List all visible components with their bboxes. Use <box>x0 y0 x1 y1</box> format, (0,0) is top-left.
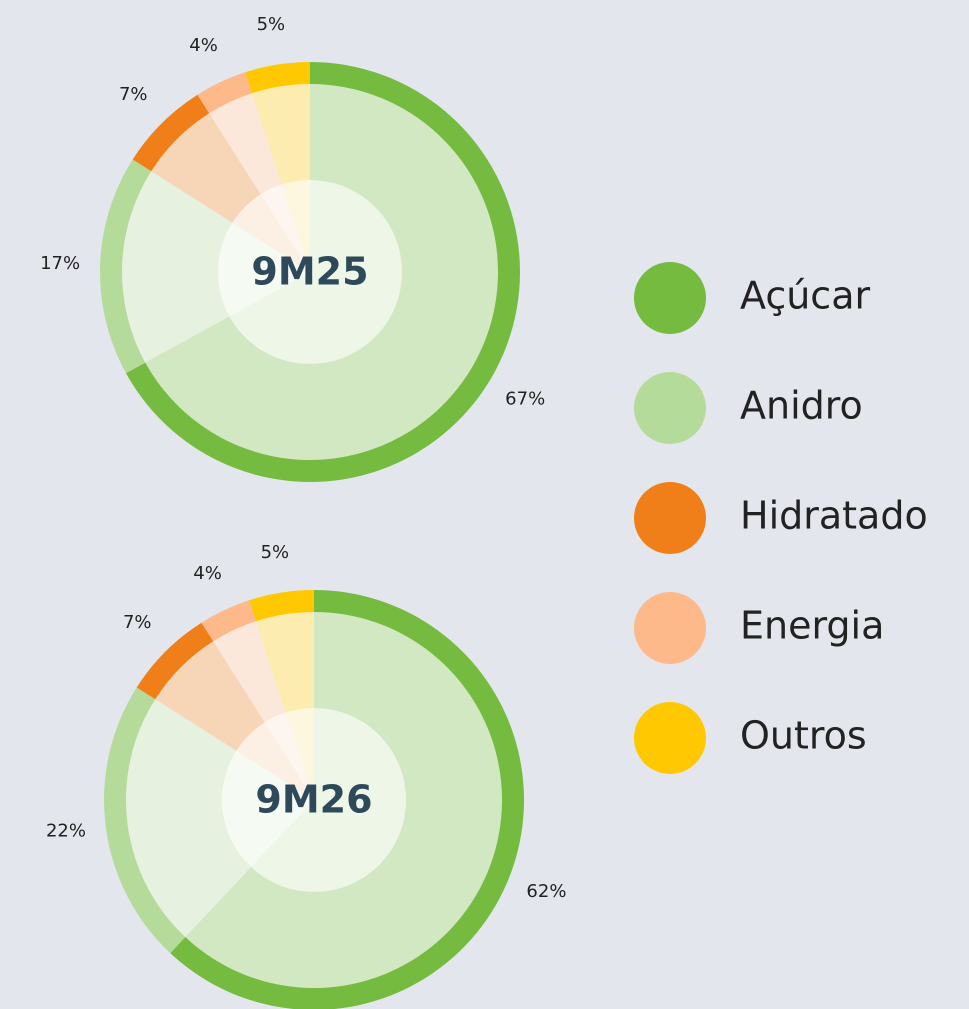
value-label: 17% <box>40 253 80 274</box>
value-label: 67% <box>505 388 545 409</box>
legend-label: Anidro <box>740 384 863 428</box>
center-label: 9M25 <box>251 250 368 294</box>
ring-segment <box>249 590 314 622</box>
ring-segment <box>103 687 186 954</box>
value-label: 7% <box>123 612 152 633</box>
value-label: 4% <box>189 35 218 56</box>
wedge <box>125 698 314 938</box>
legend-label: Hidratado <box>740 494 928 538</box>
wedge <box>121 170 310 364</box>
center-label: 9M26 <box>255 778 372 822</box>
ring-segment <box>170 590 524 1009</box>
value-label: 5% <box>261 542 290 563</box>
value-label: 4% <box>193 563 222 584</box>
legend-label: Energia <box>740 604 884 648</box>
wedge-base <box>121 170 310 364</box>
center-circle <box>218 180 402 364</box>
value-label: 22% <box>46 820 86 841</box>
value-label: 7% <box>119 84 148 105</box>
legend-swatch <box>634 482 706 554</box>
legend-swatch <box>634 702 706 774</box>
ring-segment <box>201 600 256 642</box>
legend-label: Açúcar <box>740 274 870 318</box>
legend-swatch <box>634 372 706 444</box>
legend-swatch <box>634 262 706 334</box>
ring-segment <box>132 94 210 172</box>
legend-swatch <box>634 592 706 664</box>
center-circle <box>222 708 406 892</box>
value-label: 5% <box>257 14 286 35</box>
ring-segment <box>99 159 152 374</box>
ring-segment <box>245 62 310 94</box>
wedge-base <box>125 698 314 938</box>
ring-segment <box>197 72 252 114</box>
value-label: 62% <box>526 881 566 902</box>
legend-label: Outros <box>740 714 867 758</box>
ring-segment <box>136 622 214 700</box>
